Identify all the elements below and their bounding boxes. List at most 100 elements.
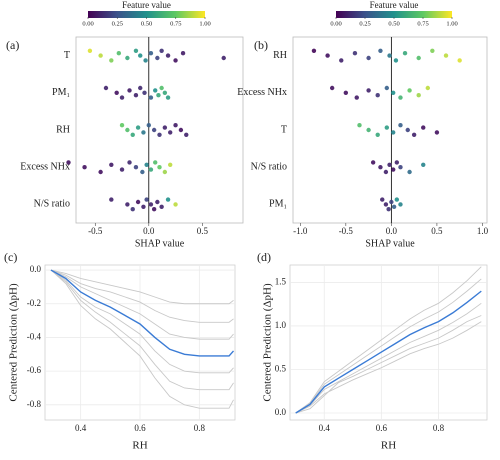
shap-point (133, 165, 139, 170)
x-tick-label: 0.4 (75, 423, 87, 433)
shap-point (148, 51, 154, 56)
shap-point (184, 132, 189, 137)
shap-point (141, 204, 146, 209)
shap-point (155, 55, 160, 61)
colorbar-tick-label: 0.00 (82, 20, 93, 27)
shap-point (425, 85, 430, 91)
shap-point (156, 93, 161, 98)
shap-point (127, 88, 132, 93)
shap-point (421, 125, 426, 130)
y-tick-label: 1.0 (275, 320, 287, 330)
shap-point (140, 169, 145, 175)
colorbar-tick-label: 0.50 (388, 20, 399, 27)
panel-label: (a) (6, 38, 19, 52)
shap-point (375, 132, 380, 137)
ice-line (50, 269, 235, 357)
shap-point (221, 55, 226, 61)
x-tick-label: 0.0 (386, 226, 398, 236)
shap-point (130, 132, 135, 137)
shap-point (370, 160, 376, 165)
shap-point (116, 51, 122, 56)
shap-point (157, 165, 162, 170)
shap-point (457, 58, 462, 63)
shap-point (434, 130, 440, 135)
shap-point (148, 167, 154, 172)
x-tick-label: 0.5 (431, 226, 443, 236)
ice-line (50, 269, 234, 323)
shap-point (383, 169, 389, 175)
shap-point (135, 199, 141, 205)
x-axis-title: SHAP value (365, 238, 415, 249)
shap-point (383, 202, 389, 207)
shap-point (378, 165, 383, 170)
shap-point (390, 167, 396, 172)
ice-line (295, 302, 482, 414)
y-tick-label: -0.4 (27, 332, 42, 342)
y-tick-label: 0.5 (275, 364, 287, 374)
shap-point (173, 202, 178, 207)
x-tick-label: -0.5 (339, 226, 354, 236)
colorbar-tick-label: 0.50 (141, 20, 152, 27)
shap-point (329, 85, 335, 91)
shap-point (380, 197, 385, 202)
shap-point (159, 48, 164, 53)
shap-point (159, 204, 164, 209)
y-tick-label: -0.8 (27, 399, 42, 409)
x-tick-label: 0.5 (197, 226, 209, 236)
x-tick-label: 0.6 (376, 423, 388, 433)
shap-point (387, 53, 392, 58)
shap-point (384, 125, 390, 130)
x-axis-title: RH (381, 440, 396, 452)
shap-point (165, 197, 171, 202)
shap-point (168, 162, 173, 167)
shap-point (141, 130, 146, 135)
y-axis-title: Centered Prediction (ΔpH) (8, 283, 20, 402)
shap-point (153, 160, 158, 165)
shap-point (173, 123, 178, 128)
shap-point (390, 130, 396, 135)
shap-point (103, 85, 109, 91)
colorbar-tick-label: 0.75 (417, 20, 428, 27)
panel-label: (d) (257, 250, 271, 264)
shap-point (138, 85, 143, 91)
feature-label: N/S ratio (251, 161, 287, 172)
plot-frame (289, 264, 488, 421)
x-tick-label: -0.5 (88, 226, 103, 236)
shap-point (325, 53, 330, 58)
shap-point (162, 90, 168, 96)
colorbar-tick-label: 0.25 (359, 20, 370, 27)
panel-label: (b) (254, 38, 268, 52)
x-tick-label: 0.8 (194, 423, 206, 433)
shap-point (144, 197, 149, 202)
shap-point (390, 90, 396, 96)
shap-point (125, 55, 130, 61)
shap-point (114, 90, 119, 96)
shap-point (402, 51, 408, 56)
shap-point (173, 58, 178, 63)
shap-point (354, 95, 359, 100)
x-axis-title: SHAP value (135, 238, 185, 249)
shap-point (130, 207, 135, 212)
colorbar-title: Feature value (370, 0, 419, 10)
shap-point (375, 93, 380, 98)
shap-point (151, 207, 157, 212)
shap-point (151, 127, 157, 133)
shap-point (386, 207, 391, 212)
plot-frame (292, 36, 488, 224)
ice-line (295, 321, 482, 414)
shap-point (178, 127, 184, 133)
shap-point (155, 199, 160, 205)
shap-point (366, 88, 371, 93)
y-tick-label: -0.2 (27, 298, 41, 308)
shap-point (119, 123, 125, 128)
shap-point (125, 127, 130, 133)
ice-line (50, 269, 234, 409)
colorbar-tick-label: 1.00 (446, 20, 457, 27)
shap-point (148, 95, 154, 100)
shap-point (398, 202, 403, 207)
shap-point (66, 160, 71, 165)
shap-point (180, 51, 186, 56)
colorbar-tick-label: 1.00 (199, 20, 210, 27)
shap-point (162, 169, 168, 175)
plot-frame (75, 36, 244, 224)
